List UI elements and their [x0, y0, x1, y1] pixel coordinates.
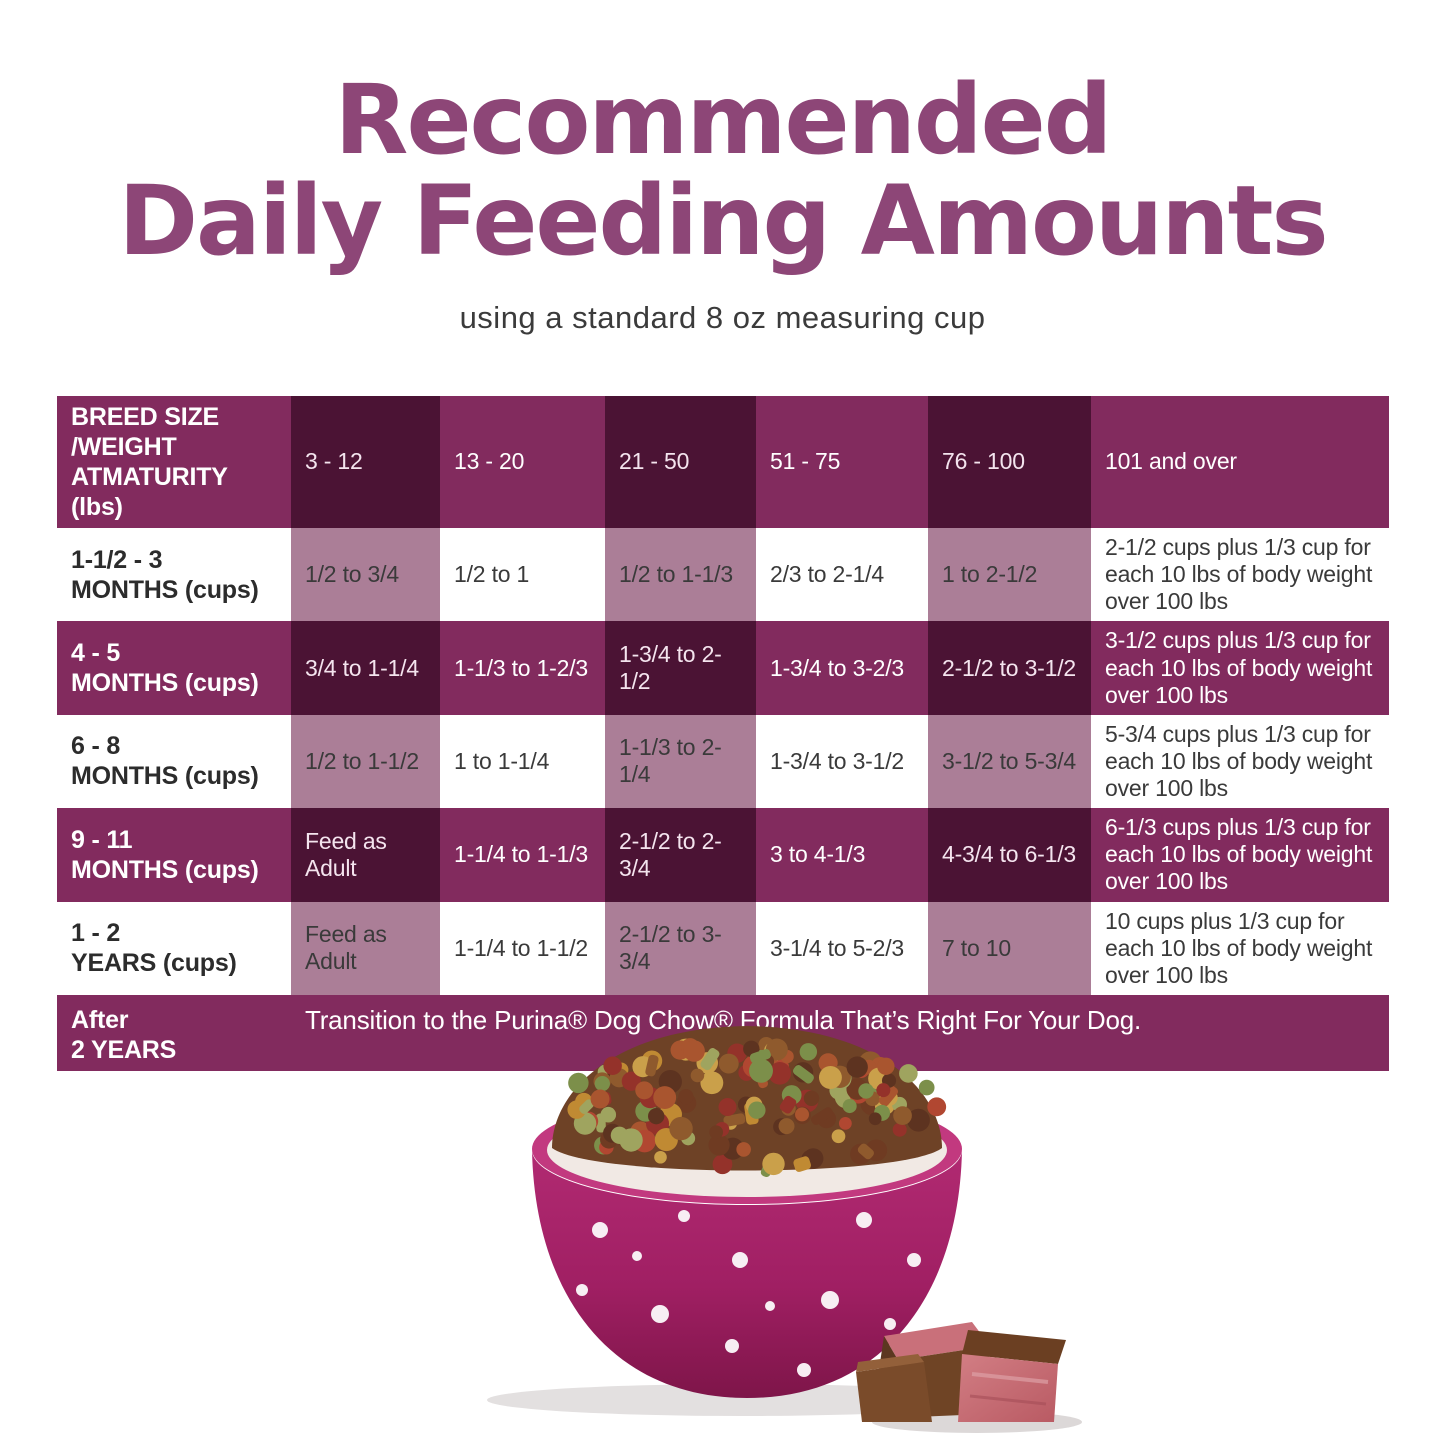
- cell: 1-1/3 to 2-1/4: [605, 714, 756, 809]
- cell: Feed as Adult: [291, 901, 440, 995]
- feeding-table: BREED SIZE /WEIGHT ATMATURITY (lbs) 3 - …: [57, 396, 1389, 1071]
- page-title-line2: Daily Feeding Amounts: [118, 164, 1328, 277]
- cell: 1/2 to 1-1/2: [291, 714, 440, 809]
- row-label: After 2 YEARS: [57, 994, 291, 1071]
- cell: 2-1/2 cups plus 1/3 cup for each 10 lbs …: [1091, 528, 1389, 622]
- row-label: 6 - 8 MONTHS (cups): [57, 714, 291, 809]
- cell: 1/2 to 1: [440, 528, 605, 622]
- row-label: 1-1/2 - 3 MONTHS (cups): [57, 528, 291, 622]
- row-label: 4 - 5 MONTHS (cups): [57, 621, 291, 715]
- cell: 3/4 to 1-1/4: [291, 621, 440, 715]
- cell: 3-1/4 to 5-2/3: [756, 901, 928, 995]
- row-label: 9 - 11 MONTHS (cups): [57, 808, 291, 902]
- table-row: 1 - 2 YEARS (cups) Feed as Adult 1-1/4 t…: [57, 901, 1389, 995]
- cell: Feed as Adult: [291, 808, 440, 902]
- cell: 3-1/2 cups plus 1/3 cup for each 10 lbs …: [1091, 621, 1389, 715]
- header-col: 13 - 20: [440, 396, 605, 528]
- header-col: 76 - 100: [928, 396, 1091, 528]
- header-col: 3 - 12: [291, 396, 440, 528]
- cell: 2-1/2 to 2-3/4: [605, 808, 756, 902]
- cell: 1-3/4 to 3-1/2: [756, 714, 928, 809]
- cell: 3-1/2 to 5-3/4: [928, 714, 1091, 809]
- cell: 7 to 10: [928, 901, 1091, 995]
- cell: 1-3/4 to 3-2/3: [756, 621, 928, 715]
- table-header-row: BREED SIZE /WEIGHT ATMATURITY (lbs) 3 - …: [57, 396, 1389, 528]
- cell: 1-1/4 to 1-1/2: [440, 901, 605, 995]
- header-col: 21 - 50: [605, 396, 756, 528]
- cell: 1 to 2-1/2: [928, 528, 1091, 622]
- beef-chunks: [856, 1322, 1066, 1422]
- page-title: Recommended Daily Feeding Amounts: [0, 70, 1445, 272]
- cell: 5-3/4 cups plus 1/3 cup for each 10 lbs …: [1091, 714, 1389, 809]
- cell: 1-3/4 to 2-1/2: [605, 621, 756, 715]
- cell: 2-1/2 to 3-1/2: [928, 621, 1091, 715]
- cell: 1-1/4 to 1-1/3: [440, 808, 605, 902]
- cell: 1-1/3 to 1-2/3: [440, 621, 605, 715]
- table-row: 4 - 5 MONTHS (cups) 3/4 to 1-1/4 1-1/3 t…: [57, 621, 1389, 715]
- polka-dots: [576, 1210, 921, 1377]
- page-subtitle: using a standard 8 oz measuring cup: [459, 300, 986, 335]
- cell: 4-3/4 to 6-1/3: [928, 808, 1091, 902]
- header-breed-size: BREED SIZE /WEIGHT ATMATURITY (lbs): [57, 396, 291, 528]
- table-row: 9 - 11 MONTHS (cups) Feed as Adult 1-1/4…: [57, 808, 1389, 902]
- header-col: 51 - 75: [756, 396, 928, 528]
- cell: 2/3 to 2-1/4: [756, 528, 928, 622]
- dog-food-bowl-illustration: [487, 1026, 1082, 1433]
- kibble-pile: [552, 1026, 947, 1178]
- cell: 1/2 to 3/4: [291, 528, 440, 622]
- cell: 2-1/2 to 3-3/4: [605, 901, 756, 995]
- row-label: 1 - 2 YEARS (cups): [57, 901, 291, 995]
- cell: 1 to 1-1/4: [440, 714, 605, 809]
- table-row: 6 - 8 MONTHS (cups) 1/2 to 1-1/2 1 to 1-…: [57, 714, 1389, 809]
- table-row: 1-1/2 - 3 MONTHS (cups) 1/2 to 3/4 1/2 t…: [57, 528, 1389, 622]
- page-title-line1: Recommended: [334, 64, 1113, 176]
- cell: 1/2 to 1-1/3: [605, 528, 756, 622]
- cell: 6-1/3 cups plus 1/3 cup for each 10 lbs …: [1091, 808, 1389, 902]
- cell: 3 to 4-1/3: [756, 808, 928, 902]
- header-col: 101 and over: [1091, 396, 1389, 528]
- cell: 10 cups plus 1/3 cup for each 10 lbs of …: [1091, 901, 1389, 995]
